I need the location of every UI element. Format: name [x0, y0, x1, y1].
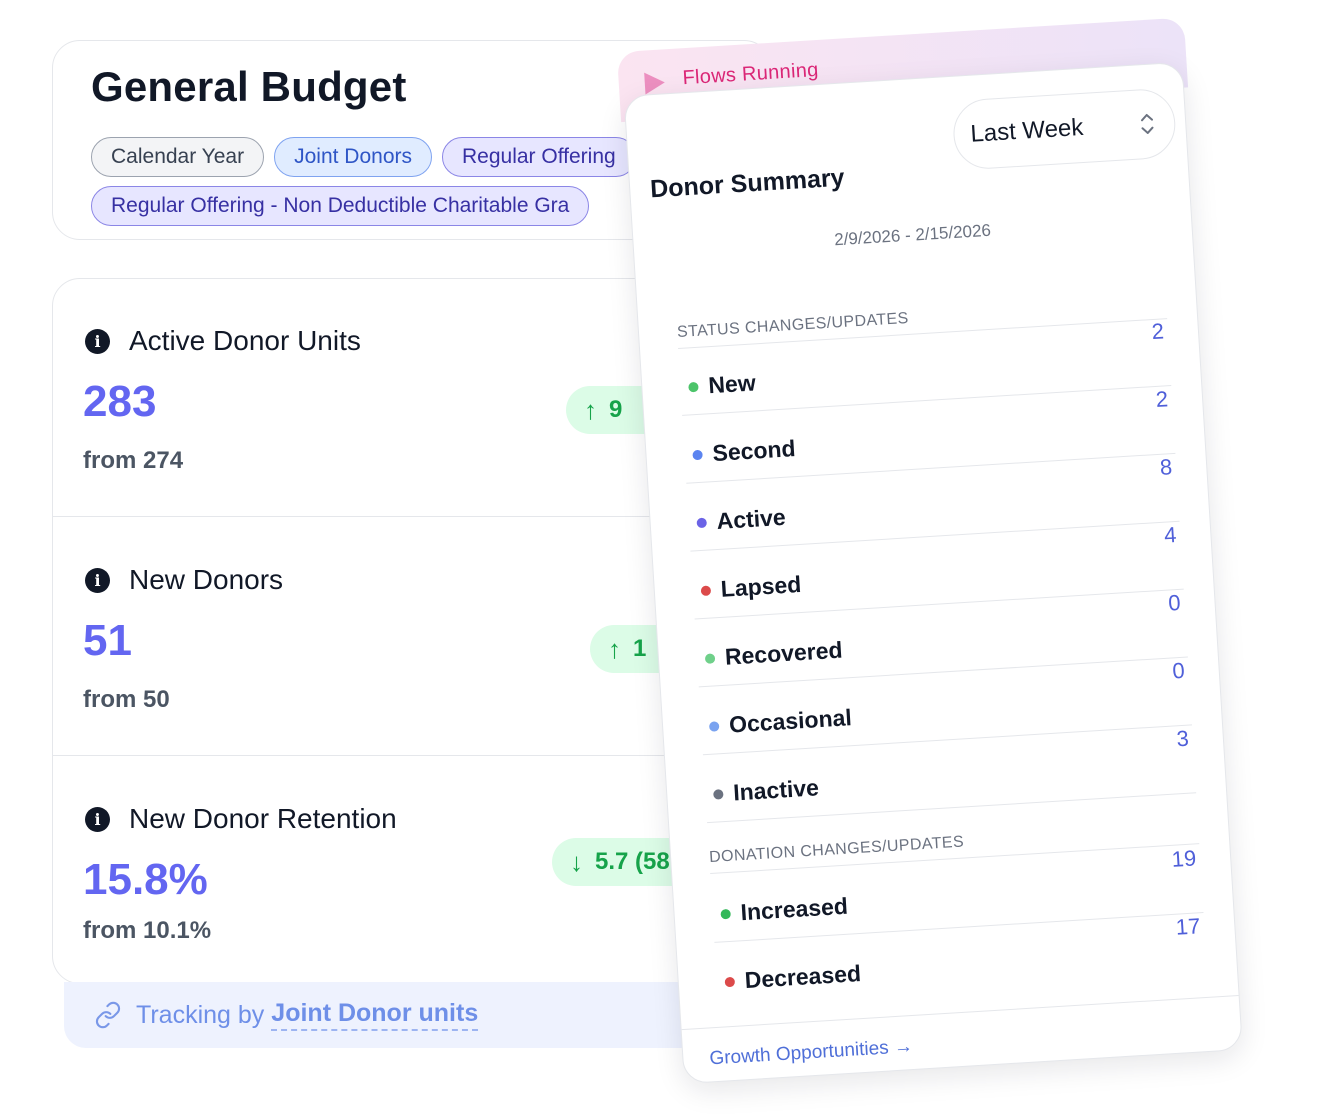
summary-title: Donor Summary — [649, 163, 846, 204]
donation-label-text: Decreased — [743, 960, 862, 994]
status-label-text: Occasional — [728, 704, 853, 738]
status-label: Second — [692, 435, 797, 468]
status-label: Occasional — [708, 704, 852, 740]
info-icon[interactable]: i — [85, 806, 110, 832]
status-label: Recovered — [704, 637, 843, 672]
growth-opportunities-link[interactable]: Growth Opportunities → — [681, 995, 1242, 1085]
delta-value: 1 — [633, 635, 647, 662]
status-count: 3 — [1175, 725, 1190, 752]
status-label-text: Lapsed — [720, 570, 802, 602]
filter-pill-regular-offering[interactable]: Regular Offering — [442, 137, 636, 177]
filter-pill-calendar-year[interactable]: Calendar Year — [91, 137, 265, 177]
metric-previous-value: from 274 — [83, 447, 184, 474]
status-dot — [708, 720, 720, 732]
status-count: 2 — [1150, 318, 1165, 345]
metric-previous-value: from 10.1% — [83, 917, 212, 944]
arrow-down-icon: ↓ — [570, 846, 583, 877]
status-dot — [692, 449, 703, 460]
status-dot — [688, 381, 699, 392]
donation-label: Increased — [720, 893, 849, 928]
donation-dot — [724, 976, 736, 987]
status-dot — [713, 788, 724, 800]
info-icon[interactable]: i — [85, 328, 110, 354]
metric-value: 283 — [83, 377, 157, 426]
status-count: 2 — [1155, 386, 1169, 412]
tracking-strip: Tracking by Joint Donor units — [64, 982, 764, 1048]
status-label-text: Active — [715, 503, 787, 534]
metric-header: i New Donors — [85, 564, 283, 596]
status-label-text: New — [707, 369, 757, 399]
donation-label-text: Increased — [739, 892, 849, 926]
metric-label: New Donors — [129, 564, 284, 595]
arrow-up-icon: ↑ — [584, 394, 597, 425]
status-label-text: Recovered — [724, 636, 844, 670]
metric-header: i New Donor Retention — [85, 803, 397, 835]
tracking-link-joint-donor-units[interactable]: Joint Donor units — [271, 999, 479, 1031]
status-dot — [704, 652, 716, 664]
budget-title: General Budget — [91, 63, 407, 110]
status-count: 8 — [1159, 454, 1173, 480]
date-range: 2/9/2026 - 2/15/2026 — [833, 220, 992, 250]
donation-dot — [720, 908, 731, 919]
donation-label: Decreased — [724, 960, 862, 995]
tracking-prefix: Tracking by — [136, 1000, 265, 1029]
status-label: Lapsed — [700, 571, 802, 604]
status-dot — [696, 517, 708, 528]
status-count: 0 — [1171, 657, 1186, 684]
link-icon — [95, 1001, 121, 1029]
period-select[interactable]: Last Week — [951, 87, 1178, 171]
metric-header: i Active Donor Units — [85, 325, 361, 357]
info-icon[interactable]: i — [85, 567, 110, 593]
donor-summary-panel: Flows Running Donor Summary Last Week 2/… — [616, 4, 1243, 1085]
status-label: Active — [696, 504, 787, 536]
delta-value: 5.7 (58 — [595, 848, 670, 875]
filter-pills-row-1: Calendar Year Joint Donors Regular Offer… — [91, 137, 636, 177]
flows-running-banner[interactable]: Flows Running — [616, 17, 1189, 123]
filter-pill-non-deductible[interactable]: Regular Offering - Non Deductible Charit… — [91, 186, 590, 226]
metric-value: 15.8% — [83, 855, 208, 904]
status-label: New — [688, 369, 757, 400]
delta-value: 9 — [609, 396, 623, 423]
period-select-value: Last Week — [969, 113, 1085, 148]
donation-count: 19 — [1170, 845, 1197, 872]
status-label-text: Inactive — [732, 774, 820, 806]
status-count: 0 — [1167, 589, 1182, 616]
metric-value: 51 — [83, 616, 132, 665]
status-label: Inactive — [713, 774, 820, 807]
play-icon — [644, 72, 665, 95]
status-dot — [700, 584, 712, 596]
metric-new-donor-retention: i New Donor Retention 15.8% from 10.1% ↓… — [53, 757, 771, 983]
chevron-up-down-icon — [1140, 113, 1154, 134]
donation-count: 17 — [1175, 913, 1202, 940]
arrow-up-icon: ↑ — [608, 633, 621, 664]
metric-label: New Donor Retention — [129, 803, 397, 834]
filter-pills-row-2: Regular Offering - Non Deductible Charit… — [91, 186, 590, 226]
filter-pill-joint-donors[interactable]: Joint Donors — [274, 137, 432, 177]
status-count: 4 — [1163, 521, 1178, 548]
metric-previous-value: from 50 — [83, 686, 170, 713]
metric-label: Active Donor Units — [129, 325, 361, 356]
donor-summary-card: Donor Summary Last Week 2/9/2026 - 2/15/… — [623, 61, 1243, 1085]
status-label-text: Second — [711, 435, 797, 467]
